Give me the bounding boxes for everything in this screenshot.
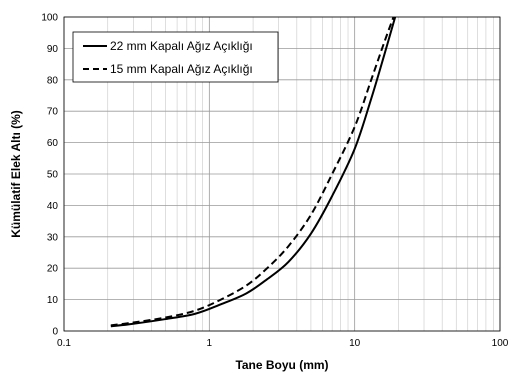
plot-area (63, 16, 501, 332)
legend-label-22mm: 22 mm Kapalı Ağız Açıklığı (110, 39, 253, 53)
x-tick-label: 0.1 (57, 338, 71, 349)
series-line-22mm (110, 16, 397, 328)
y-tick-label: 60 (47, 138, 59, 149)
y-tick-label: 90 (47, 44, 59, 55)
y-tick-label: 70 (47, 107, 59, 118)
y-tick-label: 50 (47, 170, 59, 181)
y-tick-label: 0 (52, 327, 58, 338)
x-tick-label: 100 (492, 338, 509, 349)
legend-label-15mm: 15 mm Kapalı Ağız Açıklığı (110, 62, 253, 76)
x-tick-label: 1 (207, 338, 213, 349)
y-tick-label: 80 (47, 75, 59, 86)
y-tick-label: 40 (47, 201, 59, 212)
y-tick-label: 30 (47, 232, 59, 243)
y-axis-title: Kümülatif Elek Altı (%) (9, 110, 23, 238)
y-tick-label: 20 (47, 264, 59, 275)
series-layer (110, 16, 397, 328)
series-line-15mm (110, 16, 395, 327)
legend: 22 mm Kapalı Ağız Açıklığı 15 mm Kapalı … (72, 31, 279, 83)
legend-box (72, 31, 279, 83)
tick-labels: 0.1 1 10 100 0 10 20 30 40 50 60 70 80 90 100 (41, 13, 508, 350)
x-tick-label: 10 (349, 338, 361, 349)
y-tick-label: 10 (47, 295, 59, 306)
y-tick-label: 100 (41, 13, 58, 24)
x-axis-title: Tane Boyu (mm) (235, 358, 328, 372)
